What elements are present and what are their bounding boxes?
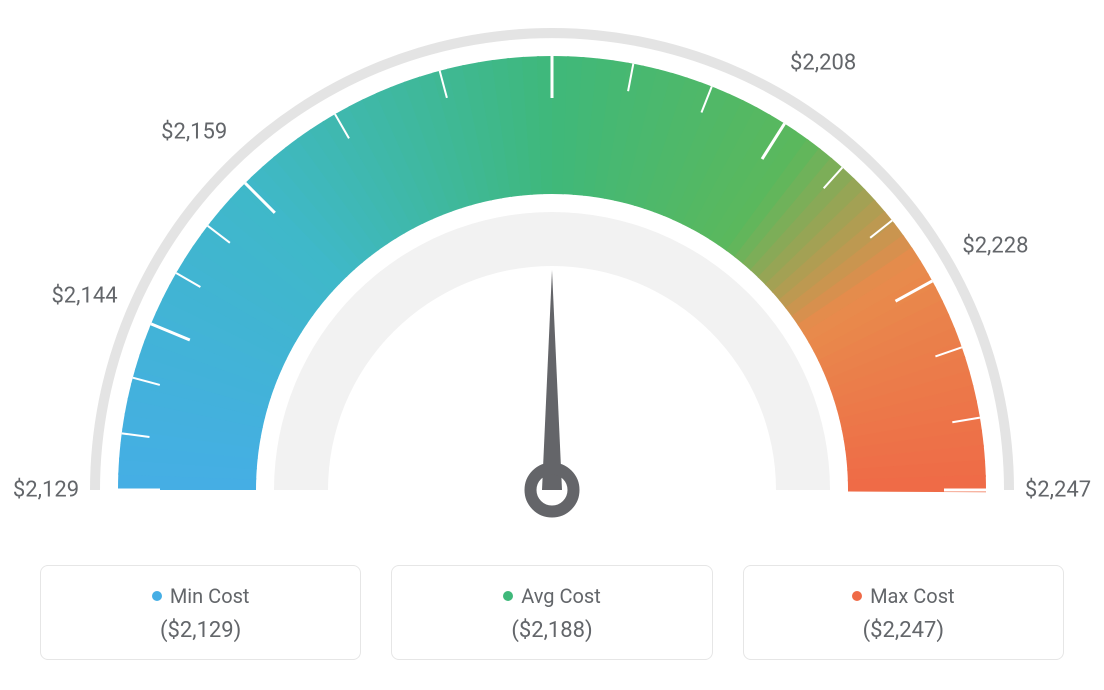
avg-dot-icon bbox=[503, 591, 513, 601]
min-cost-value: ($2,129) bbox=[61, 618, 340, 643]
min-dot-icon bbox=[152, 591, 162, 601]
chart-container: $2,129$2,144$2,159$2,188$2,208$2,228$2,2… bbox=[0, 0, 1104, 690]
max-cost-label: Max Cost bbox=[870, 584, 955, 608]
gauge-svg bbox=[0, 0, 1104, 540]
gauge-tick-label: $2,159 bbox=[161, 120, 227, 145]
max-cost-title: Max Cost bbox=[852, 584, 955, 608]
gauge-area: $2,129$2,144$2,159$2,188$2,208$2,228$2,2… bbox=[0, 0, 1104, 540]
avg-cost-title: Avg Cost bbox=[503, 584, 601, 608]
max-cost-value: ($2,247) bbox=[764, 618, 1043, 643]
gauge-tick-label: $2,228 bbox=[962, 234, 1028, 259]
gauge-tick-label: $2,247 bbox=[1025, 478, 1091, 503]
min-cost-label: Min Cost bbox=[170, 584, 250, 608]
max-cost-card: Max Cost ($2,247) bbox=[743, 565, 1064, 660]
min-cost-card: Min Cost ($2,129) bbox=[40, 565, 361, 660]
gauge-tick-label: $2,144 bbox=[51, 284, 117, 309]
gauge-tick-label: $2,208 bbox=[790, 50, 856, 75]
avg-cost-value: ($2,188) bbox=[412, 618, 691, 643]
avg-cost-label: Avg Cost bbox=[521, 584, 601, 608]
min-cost-title: Min Cost bbox=[152, 584, 250, 608]
gauge-tick-label: $2,129 bbox=[13, 478, 79, 503]
max-dot-icon bbox=[852, 591, 862, 601]
summary-cards: Min Cost ($2,129) Avg Cost ($2,188) Max … bbox=[40, 565, 1064, 660]
avg-cost-card: Avg Cost ($2,188) bbox=[391, 565, 712, 660]
